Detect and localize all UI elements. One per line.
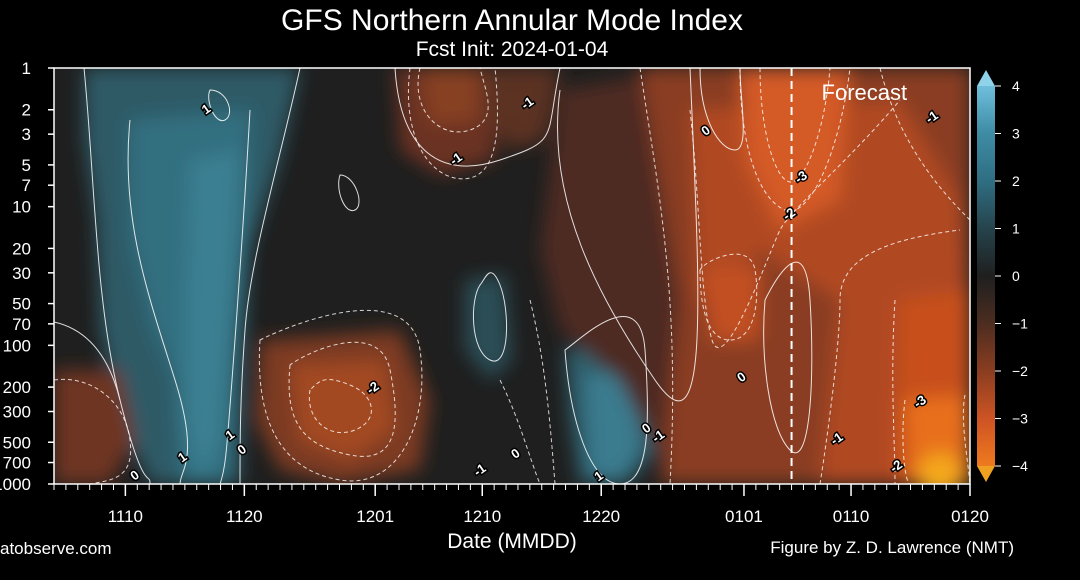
- contour-line: [239, 68, 301, 484]
- contour-line: [54, 378, 132, 484]
- contour-line: [902, 394, 970, 484]
- plot-frame: [53, 67, 971, 485]
- contour-line: [54, 321, 121, 401]
- y-tick-label: 1: [22, 59, 31, 78]
- contour-line: [556, 68, 699, 402]
- colorbar-tick-label: −1: [1012, 316, 1028, 332]
- y-tick-label: 1000: [0, 475, 31, 494]
- colorbar-bottom-arrow: [977, 466, 995, 482]
- colorbar-scale: [977, 86, 995, 466]
- chart-title: GFS Northern Annular Mode Index: [281, 4, 743, 37]
- contour-line: [689, 99, 901, 349]
- contour-line: [739, 68, 851, 212]
- y-tick-label: 10: [12, 198, 31, 217]
- y-tick-label: 500: [3, 433, 31, 452]
- contour-line: [879, 68, 970, 221]
- contour-line: [639, 68, 674, 484]
- credit-left: atobserve.com: [0, 539, 112, 558]
- negative-region: [480, 68, 560, 150]
- x-tick-label: 0101: [725, 507, 763, 526]
- colorbar-tick-label: 3: [1012, 126, 1020, 142]
- contour-line: [472, 272, 507, 362]
- y-tick-label: 700: [3, 454, 31, 473]
- contour-line: [819, 229, 961, 484]
- y-tick-label: 2: [22, 101, 31, 120]
- x-tick-label: 1201: [356, 507, 394, 526]
- y-tick-label: 5: [22, 156, 31, 175]
- contour-line: [127, 119, 189, 484]
- y-tick-label: 30: [12, 264, 31, 283]
- credit-right: Figure by Z. D. Lawrence (NMT): [770, 538, 1014, 557]
- x-tick-label: 0120: [951, 507, 989, 526]
- y-tick-label: 100: [3, 336, 31, 355]
- contour-line: [83, 68, 151, 484]
- x-axis: 1110 1120 1201 1210 1220 0101 0110 0120: [53, 484, 989, 526]
- x-tick-label: 0110: [833, 507, 870, 526]
- colorbar-tick-label: 0: [1012, 268, 1020, 284]
- x-tick-label: 1210: [463, 507, 501, 526]
- x-axis-label: Date (MMDD): [447, 530, 577, 553]
- contour-line: [699, 253, 758, 341]
- contour-line: [394, 68, 561, 167]
- colorbar-tick-label: 4: [1012, 78, 1020, 94]
- extreme-negative-spot: [918, 453, 962, 484]
- x-tick-label: 1220: [582, 507, 620, 526]
- chart-subtitle: Fcst Init: 2024-01-04: [416, 38, 609, 61]
- y-tick-label: 20: [12, 239, 31, 258]
- colorbar-ticks: 4 3 2 1 0 −1 −2 −3 −4: [995, 78, 1028, 474]
- negative-region: [290, 360, 395, 460]
- contour-line: [258, 309, 423, 482]
- negative-region: [700, 265, 760, 340]
- x-tick-label: 1110: [108, 507, 143, 526]
- negative-region: [420, 68, 480, 125]
- positive-region: [185, 150, 240, 484]
- contour-line: [499, 379, 541, 484]
- contour-line: [288, 341, 396, 457]
- contour-line: [308, 379, 372, 434]
- y-tick-label: 50: [12, 295, 31, 314]
- contour-line: [408, 68, 498, 180]
- colorbar-tick-label: −2: [1012, 363, 1028, 379]
- negative-region: [54, 370, 135, 484]
- y-tick-label: 70: [12, 315, 31, 334]
- colorbar-top-arrow: [977, 70, 995, 86]
- positive-region: [585, 372, 640, 484]
- contour-line: [529, 299, 556, 484]
- colorbar-tick-label: 1: [1012, 221, 1020, 237]
- forecast-label: Forecast: [822, 80, 908, 105]
- colorbar-tick-label: −3: [1012, 411, 1028, 427]
- y-tick-label: 300: [3, 402, 31, 421]
- contour-lines-dashed: [54, 68, 970, 484]
- contour-line: [699, 68, 744, 151]
- colorbar-tick-label: −4: [1012, 458, 1028, 474]
- contour-lines: [54, 68, 813, 484]
- colorbar: 4 3 2 1 0 −1 −2 −3 −4: [977, 70, 1028, 482]
- contour-line: [208, 89, 230, 122]
- y-tick-label: 200: [3, 378, 31, 397]
- y-tick-label: 3: [22, 125, 31, 144]
- negative-region: [740, 68, 850, 230]
- x-tick-label: 1120: [226, 507, 263, 526]
- contour-line: [338, 174, 360, 212]
- positive-region: [465, 275, 512, 380]
- contour-line: [763, 261, 813, 454]
- colorbar-tick-label: 2: [1012, 173, 1020, 189]
- contour-line: [219, 109, 251, 484]
- contour-line: [564, 316, 648, 484]
- y-tick-label: 7: [22, 176, 31, 195]
- contour-line: [892, 299, 896, 484]
- contour-line: [759, 68, 831, 183]
